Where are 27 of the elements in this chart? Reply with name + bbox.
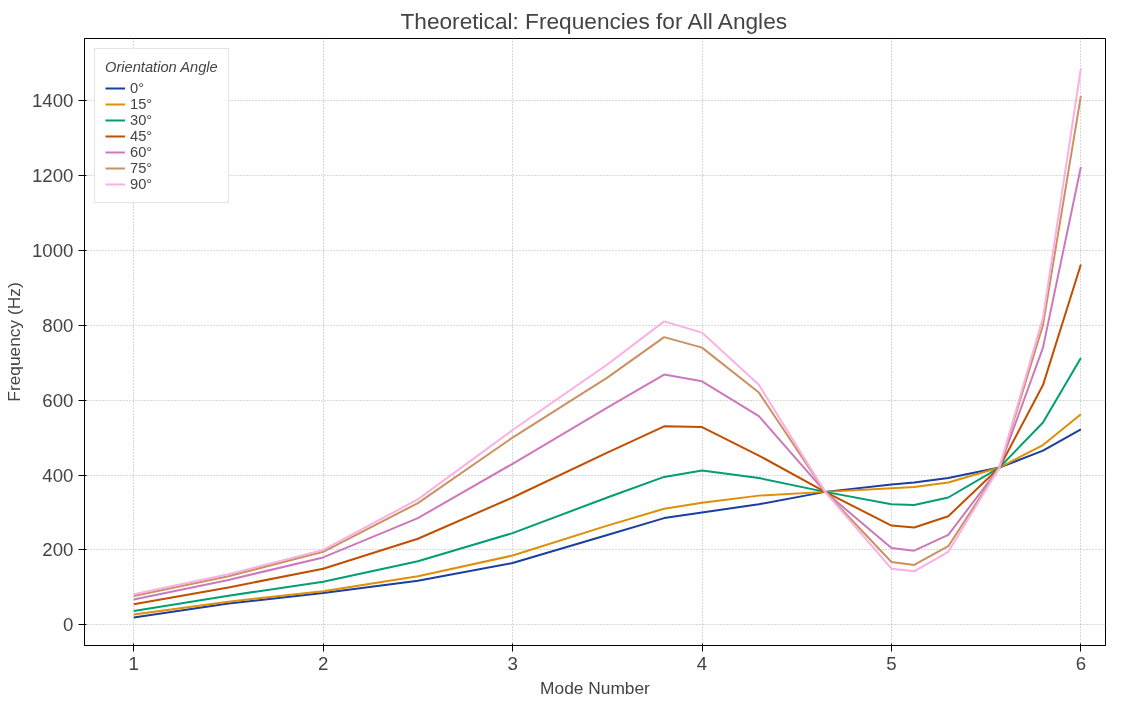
chart-title: Theoretical: Frequencies for All Angles — [400, 7, 788, 34]
y-tick-label: 1400 — [32, 89, 74, 111]
x-tick-label: 1 — [128, 652, 139, 674]
legend-title: Orientation Angle — [105, 59, 218, 75]
y-tick-label: 1200 — [32, 164, 74, 186]
y-axis-title: Frequency (Hz) — [4, 282, 24, 402]
x-tick-label: 6 — [1075, 652, 1087, 674]
line-series — [132, 263, 1082, 606]
line-series — [132, 357, 1082, 613]
x-tick-label: 3 — [507, 652, 518, 674]
y-tick-label: 1000 — [32, 239, 74, 261]
legend-label: 90° — [130, 176, 153, 192]
x-axis-title: Mode Number — [540, 677, 651, 698]
y-tick-label: 200 — [42, 539, 74, 561]
x-tick-label: 2 — [317, 652, 329, 674]
legend-label: 15° — [130, 96, 153, 112]
y-tick-label: 400 — [42, 464, 74, 486]
y-tick-label: 0 — [63, 614, 74, 636]
y-tick-label: 800 — [42, 314, 74, 336]
x-tick-label: 4 — [696, 652, 708, 674]
legend-label: 45° — [130, 128, 153, 144]
legend-label: 60° — [130, 144, 153, 160]
x-tick-label: 5 — [886, 652, 897, 674]
legend-label: 75° — [130, 160, 153, 176]
legend-label: 0° — [130, 80, 145, 96]
legend-label: 30° — [130, 112, 153, 128]
y-tick-label: 600 — [42, 389, 74, 411]
